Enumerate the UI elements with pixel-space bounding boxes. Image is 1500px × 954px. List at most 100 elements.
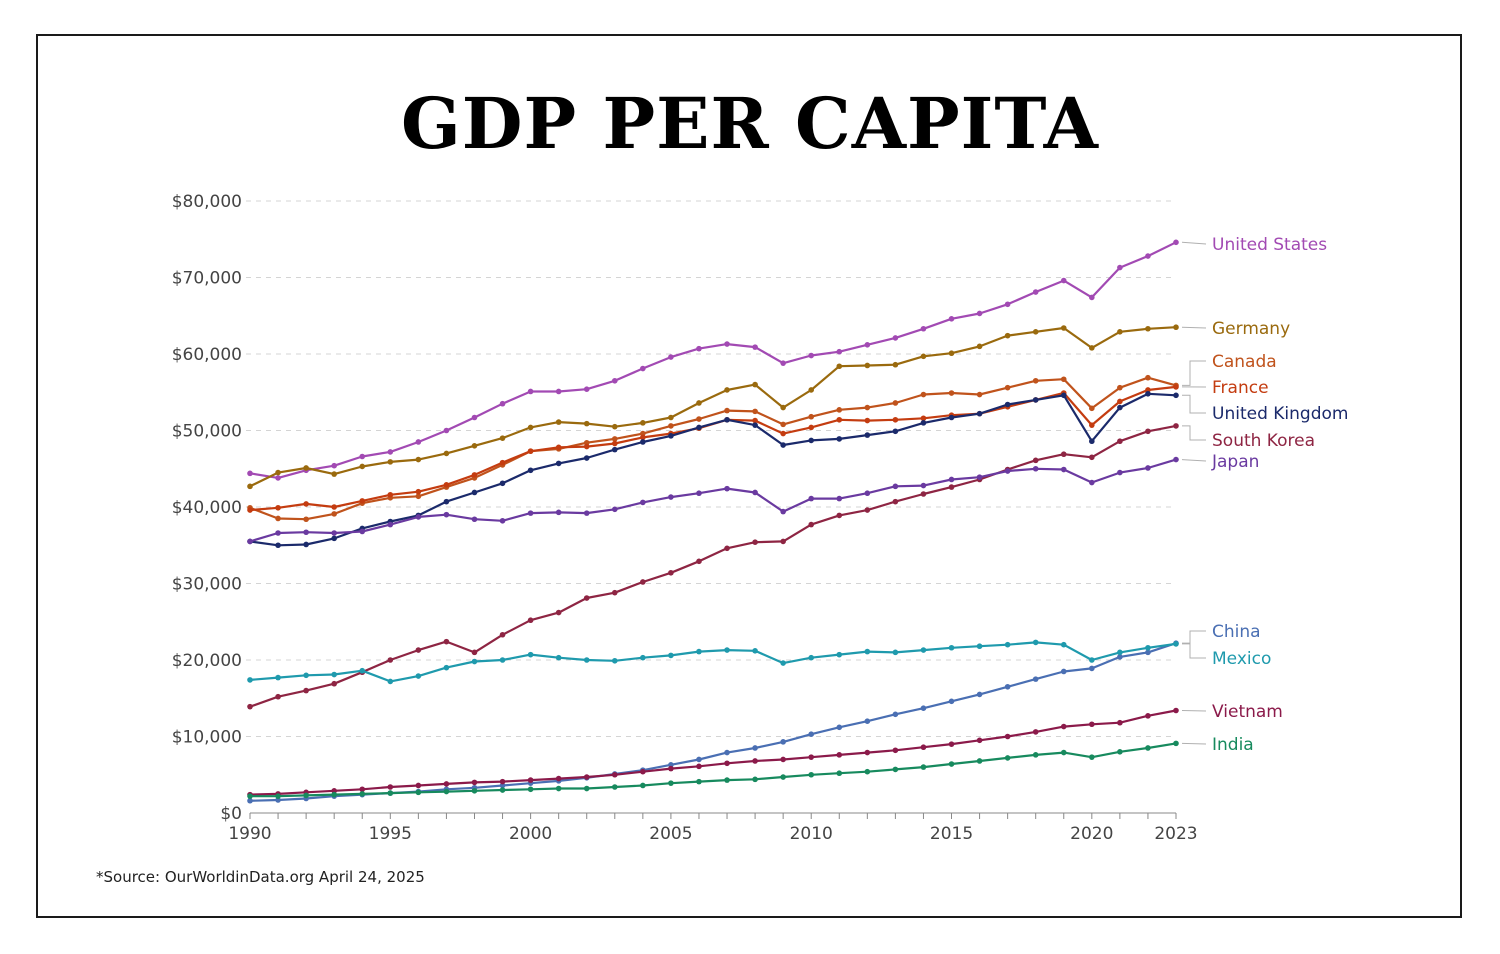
x-tick-label: 1995 xyxy=(369,824,412,844)
data-point xyxy=(724,341,730,347)
data-point xyxy=(1060,641,1067,648)
data-point xyxy=(808,387,815,393)
data-point xyxy=(864,490,871,497)
data-point xyxy=(555,775,562,782)
data-point xyxy=(331,680,337,687)
data-point xyxy=(892,498,899,505)
data-point xyxy=(275,797,281,803)
data-point xyxy=(359,498,366,504)
data-point xyxy=(640,782,646,789)
data-point xyxy=(752,381,758,388)
data-point xyxy=(247,507,253,513)
data-point xyxy=(387,449,394,455)
y-tick-label: $20,000 xyxy=(172,651,242,671)
data-point xyxy=(583,455,590,461)
data-point xyxy=(555,654,562,661)
data-point xyxy=(303,529,309,536)
data-point xyxy=(892,747,899,754)
data-point xyxy=(892,335,899,341)
data-point xyxy=(668,762,674,768)
data-point xyxy=(1173,740,1179,747)
data-point xyxy=(808,352,815,359)
data-point xyxy=(976,474,983,480)
data-point xyxy=(920,482,927,489)
data-point xyxy=(275,542,281,549)
data-point xyxy=(640,430,646,437)
data-point xyxy=(808,754,815,760)
data-point xyxy=(583,386,590,392)
series-label: United States xyxy=(1212,235,1327,255)
series-label: China xyxy=(1212,622,1261,642)
label-leader-line xyxy=(1182,643,1206,659)
data-point xyxy=(920,420,927,426)
series-line xyxy=(249,641,1177,683)
data-point xyxy=(836,752,843,758)
data-point xyxy=(415,789,422,796)
data-point xyxy=(303,687,309,694)
data-point xyxy=(780,360,786,366)
data-point xyxy=(864,768,871,775)
data-point xyxy=(443,664,450,671)
data-point xyxy=(752,489,758,496)
data-point xyxy=(976,391,983,398)
data-point xyxy=(948,644,955,651)
data-point xyxy=(527,424,534,431)
data-point xyxy=(668,423,674,429)
data-point xyxy=(611,657,618,664)
data-point xyxy=(331,788,337,794)
series-line xyxy=(249,458,1177,543)
data-point xyxy=(696,778,702,785)
data-point xyxy=(527,786,534,793)
data-point xyxy=(499,480,506,487)
data-point xyxy=(443,638,450,645)
data-point xyxy=(1089,345,1095,351)
data-point xyxy=(527,510,534,516)
data-point xyxy=(583,595,590,601)
data-point xyxy=(808,424,815,431)
data-point xyxy=(443,498,450,505)
data-point xyxy=(1089,721,1095,728)
data-point xyxy=(247,677,253,683)
data-point xyxy=(359,528,366,535)
data-point xyxy=(808,495,815,502)
data-point xyxy=(752,648,758,654)
data-point xyxy=(696,763,702,770)
data-point xyxy=(415,673,422,679)
data-point xyxy=(359,786,366,793)
data-point xyxy=(527,617,534,624)
data-point xyxy=(415,493,422,500)
data-point xyxy=(724,647,730,653)
data-point xyxy=(247,797,253,804)
data-point xyxy=(892,416,899,423)
data-point xyxy=(275,674,281,681)
data-point xyxy=(696,490,702,497)
data-point xyxy=(808,731,815,738)
data-point xyxy=(1060,749,1067,756)
data-point xyxy=(948,761,955,767)
series-label: United Kingdom xyxy=(1212,404,1348,424)
data-point xyxy=(527,388,534,395)
data-point xyxy=(752,745,758,751)
x-tick-label: 1990 xyxy=(228,824,271,844)
axes: $0 $10,000 $20,000 $30,000 $40,000 $50,000 $60… xyxy=(172,192,1198,844)
label-leader-line xyxy=(1181,709,1207,712)
label-leader-line xyxy=(1181,742,1207,745)
data-point xyxy=(1060,466,1067,473)
series-label: India xyxy=(1212,735,1254,755)
data-point xyxy=(808,771,815,778)
data-point xyxy=(1032,639,1039,646)
data-point xyxy=(1032,377,1039,384)
data-point xyxy=(836,512,843,519)
series-label: South Korea xyxy=(1212,431,1315,451)
data-point xyxy=(892,711,899,718)
data-point xyxy=(668,780,674,786)
data-point xyxy=(724,407,730,414)
data-point xyxy=(1145,745,1151,751)
data-point xyxy=(780,774,786,780)
data-point xyxy=(611,440,618,447)
data-point xyxy=(668,354,674,360)
data-point xyxy=(1089,665,1095,672)
data-point xyxy=(836,651,843,658)
series-line xyxy=(249,642,1177,802)
data-point xyxy=(443,511,450,518)
